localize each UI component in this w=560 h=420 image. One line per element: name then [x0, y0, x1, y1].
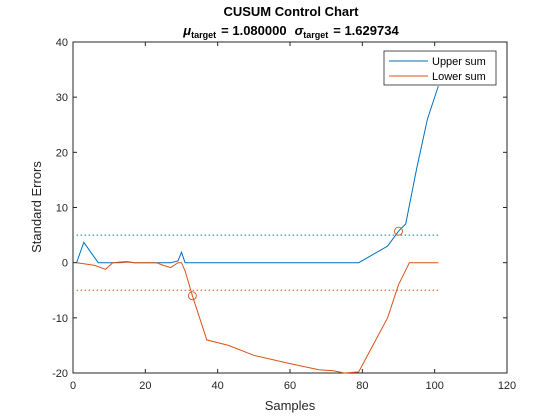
y-tick-label: 40 [56, 37, 68, 49]
y-tick-label: 10 [56, 203, 68, 215]
sigma-subscript: target [303, 30, 328, 40]
x-tick-label: 100 [425, 380, 443, 392]
plot-area [72, 41, 508, 374]
chart-subtitle: μtarget = 1.080000 σtarget = 1.629734 [182, 23, 399, 40]
x-tick-label: 0 [70, 380, 76, 392]
sigma-value: = 1.629734 [333, 23, 399, 38]
legend-label-upper-sum: Upper sum [432, 56, 486, 68]
y-tick-label: 0 [62, 258, 68, 270]
x-tick-label: 80 [356, 380, 368, 392]
x-axis-label: Samples [265, 398, 316, 413]
axis-ticks: 0 20 40 60 80 100 120 -20 -10 0 10 20 30 40 [52, 37, 516, 392]
series-group [76, 85, 439, 374]
alarm-marker-1 [187, 291, 197, 301]
sigma-symbol: σ [295, 23, 305, 38]
y-tick-label: -20 [52, 368, 68, 380]
series-line-upper-sum [76, 85, 439, 264]
mu-value: = 1.080000 [221, 23, 286, 38]
series-line-lower-sum [76, 261, 439, 374]
mu-symbol: μ [182, 23, 191, 38]
x-tick-label: 60 [284, 380, 296, 392]
x-tick-label: 20 [139, 380, 151, 392]
y-axis-label: Standard Errors [29, 161, 44, 253]
legend-box [383, 50, 497, 86]
control-limits [76, 234, 439, 291]
y-tick-label: -10 [52, 313, 68, 325]
alarm-markers [187, 226, 403, 301]
x-tick-label: 120 [498, 380, 516, 392]
mu-subscript: target [191, 30, 216, 40]
legend: Upper sum Lower sum [383, 50, 497, 86]
x-tick-label: 40 [212, 380, 224, 392]
chart-title: CUSUM Control Chart [223, 4, 359, 19]
y-tick-label: 30 [56, 92, 68, 104]
legend-label-lower-sum: Lower sum [432, 71, 486, 83]
alarm-marker-0 [394, 226, 403, 236]
y-tick-label: 20 [56, 147, 68, 159]
